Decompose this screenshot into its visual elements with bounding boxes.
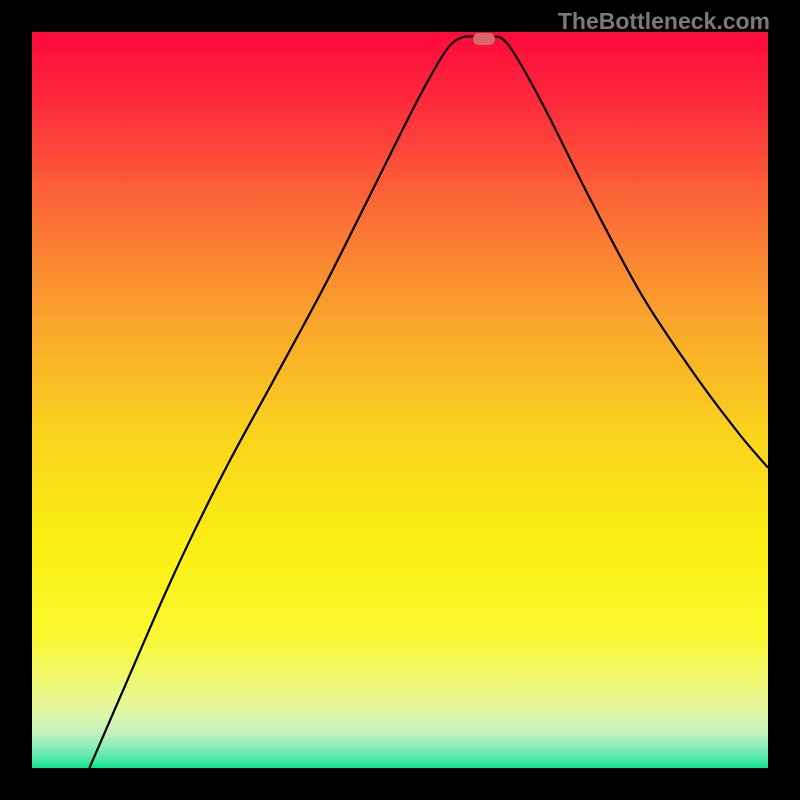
optimum-marker [473,33,495,45]
watermark-text: TheBottleneck.com [558,8,770,35]
figure-container: TheBottleneck.com [0,0,800,800]
plot-area [32,32,768,768]
plot-svg [32,32,768,768]
gradient-background [32,32,768,768]
